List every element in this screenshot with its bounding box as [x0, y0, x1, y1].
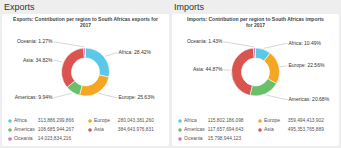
donut — [231, 48, 279, 96]
card — [2, 14, 169, 146]
donut-slice — [86, 48, 110, 77]
leader-line — [264, 44, 288, 49]
leader-line — [224, 42, 255, 47]
chart-panel: Exports Exports: Contribution per region … — [2, 2, 169, 146]
legend-value: 495,353,765,889 — [288, 127, 324, 132]
legend: Africa Europe Americas Asia Oceania 313,886,2… — [8, 117, 154, 141]
legend-value: 115,802,186,098 — [208, 118, 244, 123]
legend-value: 117,657,694,643 — [208, 127, 244, 132]
donut-slice — [84, 48, 86, 58]
legend-label: Africa — [14, 117, 27, 123]
donut-slice — [264, 53, 279, 84]
legend-swatch — [8, 119, 12, 123]
legend-value: 280,043,381,260 — [118, 118, 154, 123]
data-label: Americas: 20.68% — [289, 96, 330, 102]
data-label: Africa: 28.42% — [119, 49, 152, 55]
data-label: Asia: 34.82% — [23, 57, 53, 63]
title: Exports — [4, 2, 35, 12]
leader-line — [224, 69, 231, 70]
legend-value: 359,494,413,902 — [288, 118, 324, 123]
subtitle: Imports: Contribution per region to Sout… — [187, 16, 324, 28]
donut-slice — [231, 48, 254, 95]
legend-swatch — [178, 119, 182, 123]
legend-label: Europe — [94, 117, 110, 123]
legend-swatch — [178, 137, 182, 141]
legend-label: Asia — [264, 126, 274, 132]
legend-swatch — [8, 128, 12, 132]
chart-root: Exports Exports: Contribution per region … — [0, 0, 341, 148]
data-label: Oceania: 1.27% — [17, 38, 53, 44]
donut-slice — [253, 48, 255, 58]
legend-value: 14,023,834,216 — [38, 136, 72, 141]
donut — [62, 48, 110, 96]
leader-line — [280, 66, 288, 67]
data-label: Asia: 44.87% — [193, 66, 223, 72]
legend-label: Asia — [94, 126, 104, 132]
legend-value: 15,798,944,123 — [208, 136, 242, 141]
legend-swatch — [88, 128, 92, 132]
legend-value: 313,886,299,866 — [38, 118, 74, 123]
title: Imports — [174, 2, 205, 12]
legend-label: Americas — [184, 126, 205, 132]
donut-slice — [80, 75, 109, 96]
legend-label: Europe — [264, 117, 280, 123]
data-label: Europe: 22.56% — [289, 62, 325, 68]
legend-label: Oceania — [14, 135, 33, 141]
legend-swatch — [258, 128, 262, 132]
leader-line — [266, 95, 288, 100]
donut-slice — [250, 79, 277, 96]
legend-swatch — [8, 137, 12, 141]
chart-panel: Imports Imports: Contribution per region … — [172, 2, 339, 146]
legend-value: 384,643,976,831 — [118, 127, 154, 132]
legend: Africa Europe Americas Asia Oceania 115,802,1… — [178, 117, 324, 141]
data-label: Oceania: 1.43% — [187, 38, 223, 44]
subtitle: Exports: Contribution per region to Sout… — [13, 16, 158, 28]
legend-swatch — [258, 119, 262, 123]
data-label: Europe: 25.63% — [119, 94, 155, 100]
legend-label: Americas — [14, 126, 35, 132]
legend-value: 108,685,944,267 — [38, 127, 74, 132]
data-label: Africa: 10.49% — [289, 40, 322, 46]
legend-label: Oceania — [184, 135, 203, 141]
legend-swatch — [178, 128, 182, 132]
legend-swatch — [88, 119, 92, 123]
leader-line — [105, 53, 118, 56]
donut-slice — [62, 48, 85, 87]
leader-line — [54, 60, 63, 62]
card — [172, 14, 339, 146]
data-label: Americas: 9.94% — [15, 94, 53, 100]
leader-line — [99, 93, 118, 97]
leader-line — [54, 93, 73, 97]
legend-label: Africa — [184, 117, 197, 123]
leader-line — [54, 42, 85, 47]
background — [0, 0, 341, 148]
